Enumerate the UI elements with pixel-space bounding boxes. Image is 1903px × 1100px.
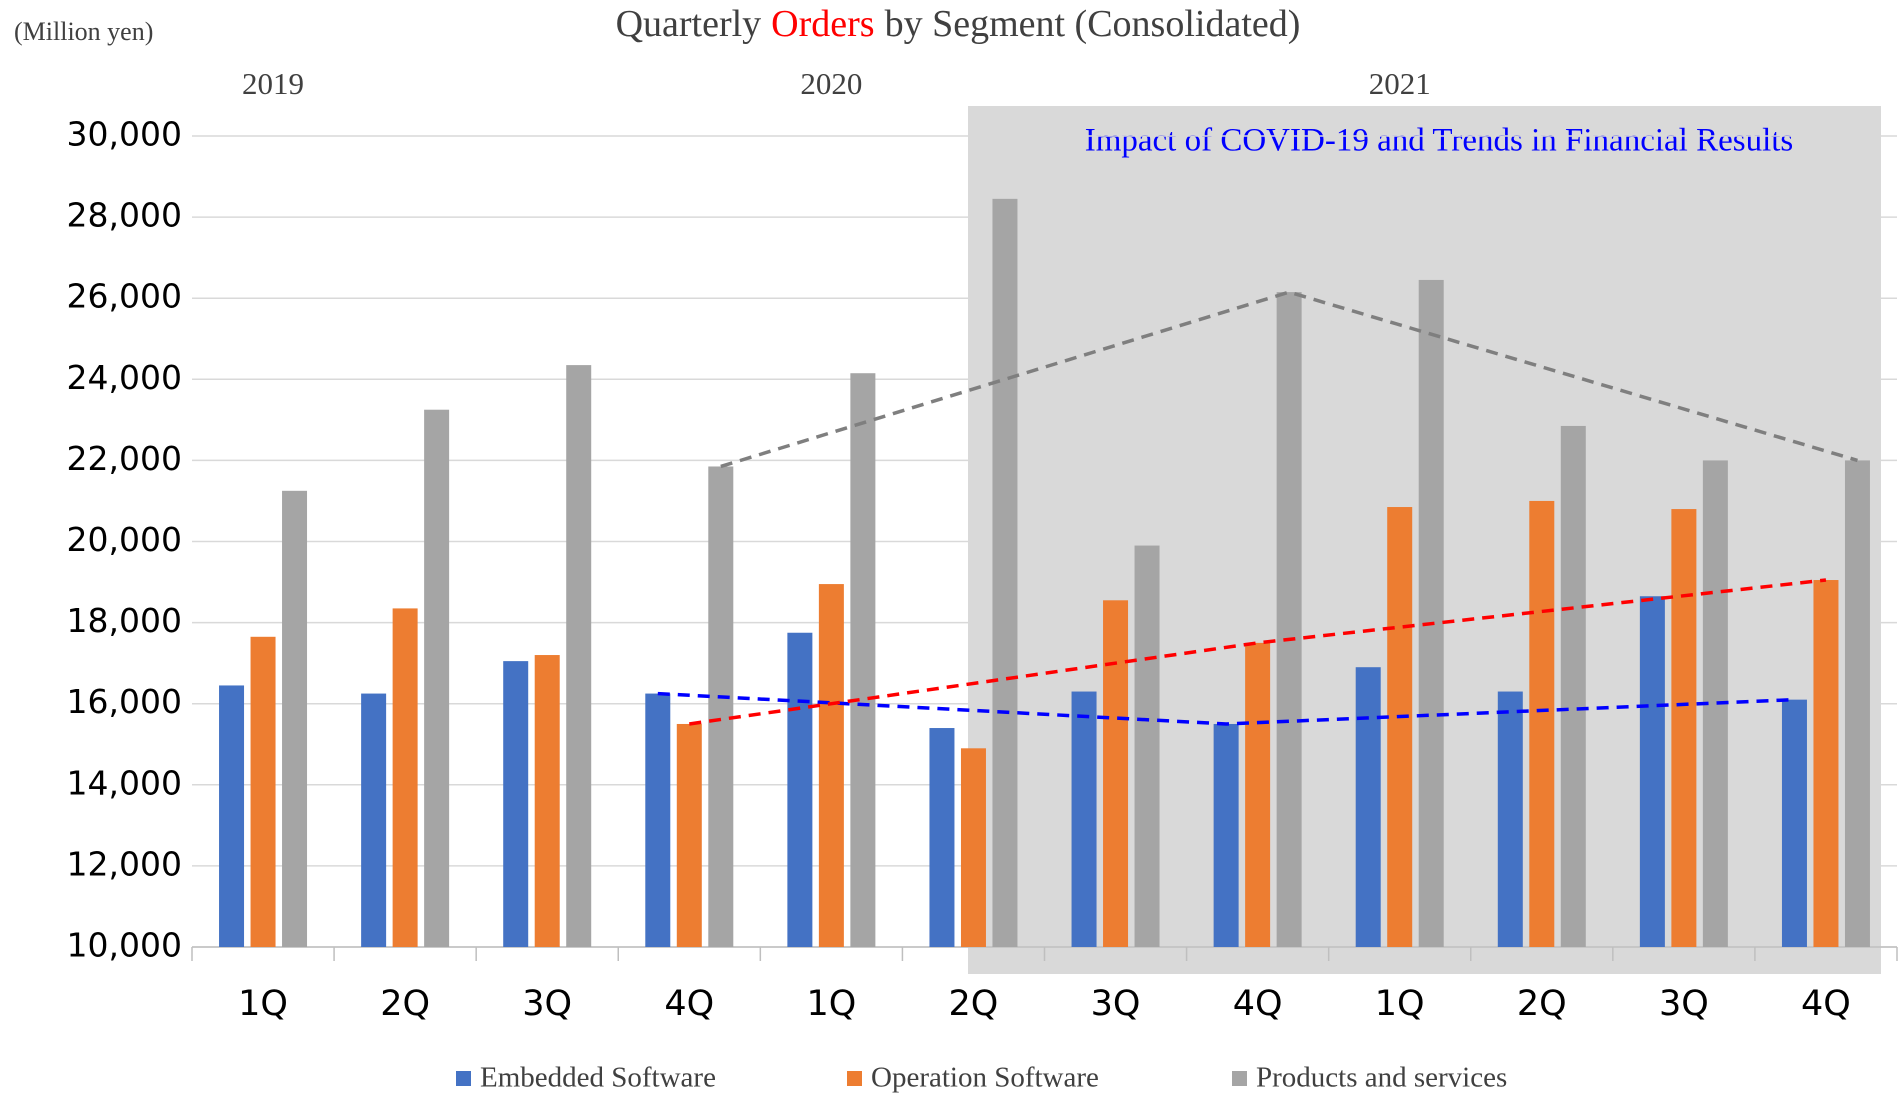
trend-line: [657, 691, 1795, 726]
bar: [1844, 460, 1870, 947]
y-tick-label: 10,000: [67, 926, 182, 965]
bar: [850, 373, 876, 947]
legend-swatch: [847, 1071, 862, 1086]
bar: [1276, 292, 1302, 947]
bar: [1103, 600, 1129, 947]
x-tick-label: 1Q: [1375, 984, 1425, 1024]
bar: [1071, 691, 1097, 947]
bar: [361, 693, 387, 947]
bar: [645, 693, 671, 947]
bar: [250, 636, 276, 947]
legend-label: Products and services: [1256, 1062, 1507, 1094]
bar: [503, 661, 529, 947]
title-part: by Segment (Consolidated): [885, 3, 1301, 45]
year-label: 2019: [242, 66, 304, 101]
x-tick-label: 2Q: [949, 984, 999, 1024]
bar: [1213, 723, 1239, 947]
x-tick-label: 4Q: [664, 984, 714, 1024]
bar: [787, 632, 813, 947]
y-tick-label: 18,000: [67, 601, 182, 640]
bar: [1560, 425, 1586, 947]
title-part: Quarterly: [616, 3, 762, 45]
x-tick-label: 2Q: [380, 984, 430, 1024]
bar: [282, 490, 308, 947]
bar: [219, 685, 245, 947]
bar: [1529, 500, 1555, 947]
bar: [424, 409, 450, 947]
x-tick-label: 3Q: [1659, 984, 1709, 1024]
x-tick-label: 3Q: [1091, 984, 1141, 1024]
y-tick-label: 16,000: [67, 682, 182, 721]
y-tick-label: 14,000: [67, 763, 182, 802]
legend-swatch: [1232, 1071, 1247, 1086]
y-tick-label: 22,000: [67, 439, 182, 478]
y-tick-label: 12,000: [67, 844, 182, 883]
legend-label: Embedded Software: [480, 1062, 716, 1094]
bar: [1387, 507, 1413, 947]
trend-line: [689, 578, 1827, 726]
unit-label: (Million yen): [14, 17, 153, 46]
y-tick-label: 30,000: [67, 115, 182, 154]
year-label: 2020: [800, 66, 862, 101]
bar: [992, 198, 1018, 948]
x-tick-label: 1Q: [238, 984, 288, 1024]
bar: [676, 723, 702, 947]
legend-swatch: [456, 1071, 471, 1086]
bar: [1418, 279, 1444, 947]
title-highlight: Orders: [771, 3, 874, 45]
bar: [1245, 642, 1271, 947]
year-label: 2021: [1369, 66, 1431, 101]
bar: [534, 655, 560, 947]
bar: [1781, 699, 1807, 947]
bar: [1813, 580, 1839, 947]
x-tick-label: 4Q: [1801, 984, 1851, 1024]
y-tick-label: 20,000: [67, 520, 182, 559]
bar: [708, 466, 734, 947]
bar: [1134, 545, 1160, 947]
chart-title: Quarterly Orders by Segment (Consolidated): [616, 3, 1301, 45]
x-tick-label: 2Q: [1517, 984, 1567, 1024]
bar: [1671, 509, 1697, 947]
trend-line: [720, 290, 1858, 469]
y-tick-label: 24,000: [67, 358, 182, 397]
x-tick-label: 1Q: [806, 984, 856, 1024]
bar: [392, 608, 418, 947]
bar: [960, 748, 986, 947]
bar: [1355, 667, 1381, 947]
x-tick-label: 4Q: [1233, 984, 1283, 1024]
bar: [566, 365, 592, 947]
y-tick-label: 26,000: [67, 277, 182, 316]
y-tick-label: 28,000: [67, 196, 182, 235]
bar: [1639, 596, 1665, 947]
bar: [818, 584, 844, 947]
annotation: Impact of COVID-19 and Trends in Financi…: [1085, 123, 1794, 159]
bar: [1497, 691, 1523, 947]
bar: [929, 728, 955, 947]
x-tick-label: 3Q: [522, 984, 572, 1024]
legend-label: Operation Software: [871, 1062, 1099, 1094]
